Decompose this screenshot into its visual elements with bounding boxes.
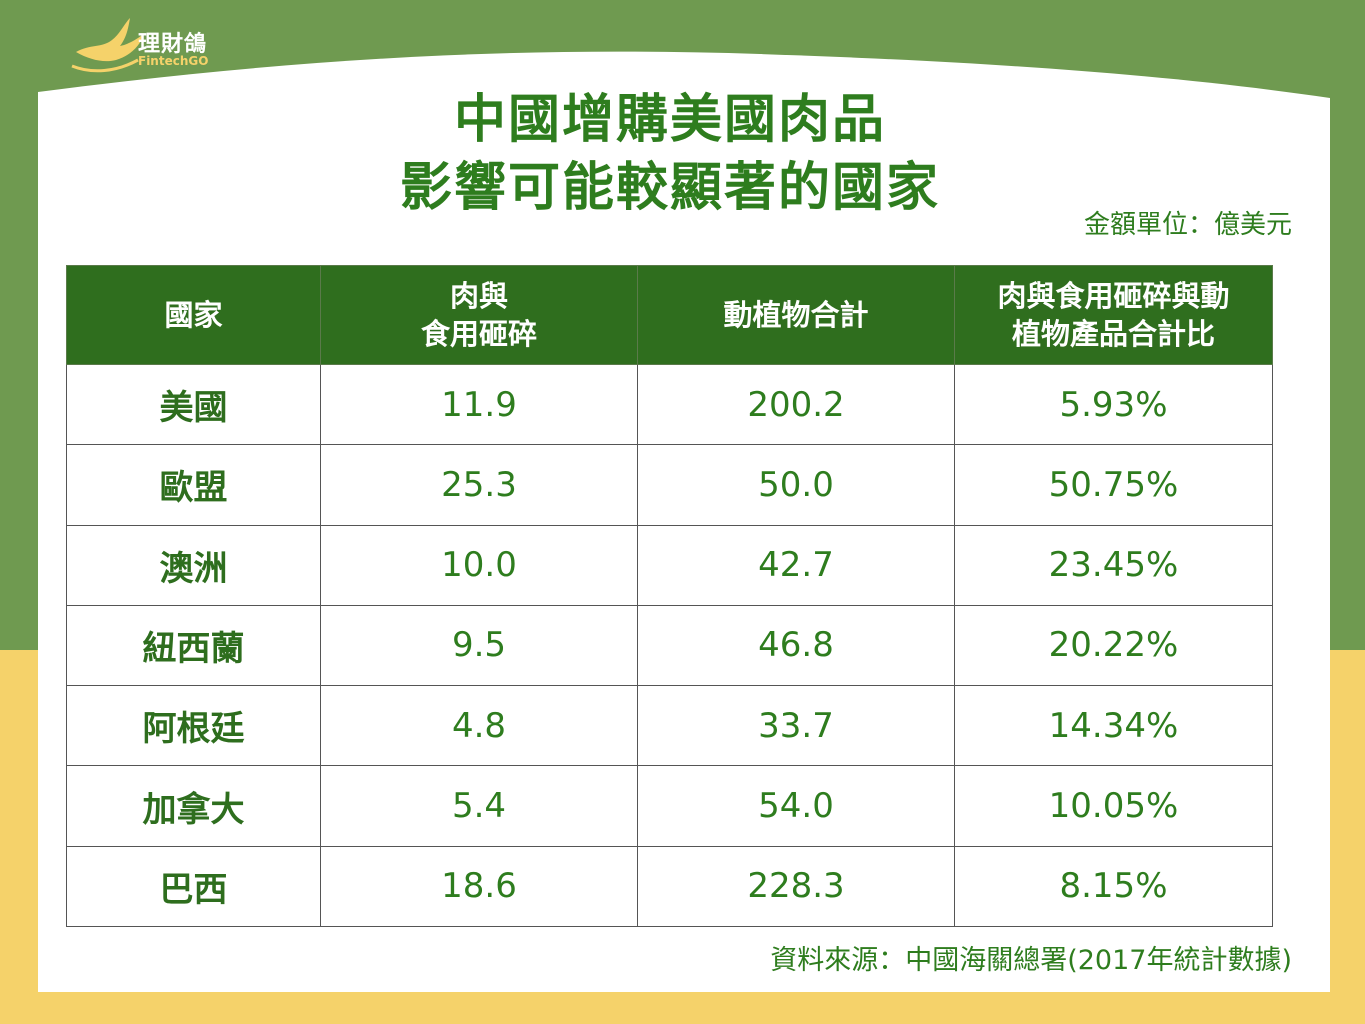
- cell-country: 巴西: [66, 845, 321, 928]
- cell-meat: 25.3: [320, 444, 638, 526]
- logo-subtext: FintechGO: [138, 54, 209, 68]
- table-row: 紐西蘭 9.5 46.8 20.22%: [66, 604, 1273, 687]
- col-header-ratio-line1: 肉與食用砸碎與動: [997, 279, 1230, 313]
- cell-total: 54.0: [637, 765, 955, 847]
- col-header-country-line1: 國家: [164, 298, 223, 332]
- col-header-total-line1: 動植物合計: [723, 298, 869, 332]
- cell-meat: 10.0: [320, 524, 638, 606]
- cell-country: 紐西蘭: [66, 604, 321, 687]
- col-header-ratio-line2: 植物產品合計比: [1011, 317, 1215, 351]
- cell-country: 歐盟: [66, 444, 321, 526]
- table-row: 美國 11.9 200.2 5.93%: [66, 363, 1273, 446]
- cell-total: 33.7: [637, 685, 955, 767]
- cell-total: 200.2: [637, 363, 955, 446]
- cell-total: 228.3: [637, 845, 955, 928]
- logo-text: 理財鴿: [138, 32, 208, 57]
- table-row: 加拿大 5.4 54.0 10.05%: [66, 765, 1273, 847]
- table-header-row: 國家 肉與 食用砸碎 動植物合計 肉與食用砸碎與動 植物產品合計比: [66, 265, 1273, 365]
- title-line-2: 影響可能較顯著的國家: [399, 158, 940, 218]
- unit-note: 金額單位：億美元: [1083, 210, 1292, 240]
- cell-country: 澳洲: [66, 524, 321, 606]
- table-row: 歐盟 25.3 50.0 50.75%: [66, 444, 1273, 526]
- col-header-meat-line2: 食用砸碎: [420, 317, 537, 351]
- cell-ratio: 23.45%: [954, 524, 1273, 606]
- table-row: 澳洲 10.0 42.7 23.45%: [66, 524, 1273, 606]
- cell-ratio: 8.15%: [954, 845, 1273, 928]
- cell-ratio: 20.22%: [954, 604, 1273, 687]
- cell-country: 美國: [66, 363, 321, 446]
- page-title: 中國增購美國肉品 影響可能較顯著的國家: [250, 86, 1090, 222]
- cell-country: 加拿大: [66, 765, 321, 847]
- dove-icon: [71, 18, 144, 73]
- table-row: 巴西 18.6 228.3 8.15%: [66, 845, 1273, 928]
- cell-ratio: 50.75%: [954, 444, 1273, 526]
- cell-meat: 9.5: [320, 604, 638, 687]
- source-note: 資料來源：中國海關總署(2017年統計數據): [770, 945, 1292, 976]
- cell-ratio: 14.34%: [954, 685, 1273, 767]
- col-header-ratio: 肉與食用砸碎與動 植物產品合計比: [954, 265, 1273, 365]
- col-header-meat: 肉與 食用砸碎: [320, 265, 638, 365]
- cell-total: 46.8: [637, 604, 955, 687]
- col-header-country: 國家: [66, 265, 321, 365]
- title-line-1: 中國增購美國肉品: [453, 90, 886, 150]
- cell-total: 50.0: [637, 444, 955, 526]
- cell-meat: 4.8: [320, 685, 638, 767]
- cell-meat: 18.6: [320, 845, 638, 928]
- cell-meat: 5.4: [320, 765, 638, 847]
- data-table: 國家 肉與 食用砸碎 動植物合計 肉與食用砸碎與動 植物產品合計比 美國 11.…: [66, 265, 1273, 928]
- table-row: 阿根廷 4.8 33.7 14.34%: [66, 685, 1273, 767]
- cell-total: 42.7: [637, 524, 955, 606]
- cell-ratio: 10.05%: [954, 765, 1273, 847]
- cell-meat: 11.9: [320, 363, 638, 446]
- cell-country: 阿根廷: [66, 685, 321, 767]
- cell-ratio: 5.93%: [954, 363, 1273, 446]
- col-header-total: 動植物合計: [637, 265, 955, 365]
- col-header-meat-line1: 肉與: [449, 279, 508, 313]
